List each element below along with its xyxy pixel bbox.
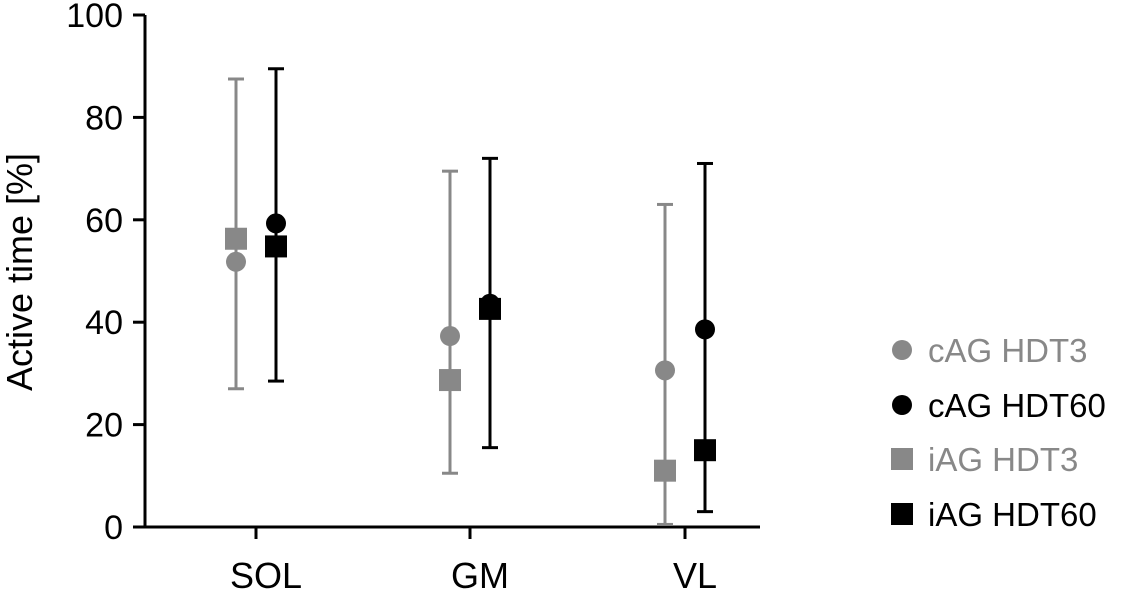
y-tick-label: 20 — [85, 407, 123, 445]
data-point-square — [479, 297, 501, 320]
data-point-square — [265, 235, 287, 258]
y-tick-label: 100 — [66, 0, 123, 35]
y-tick-label: 40 — [85, 304, 123, 342]
x-tick-label: VL — [673, 555, 717, 589]
legend-marker-square — [891, 503, 913, 525]
data-point-square — [654, 459, 676, 482]
legend-marker-square — [891, 448, 913, 470]
legend: cAG HDT3 cAG HDT60 iAG HDT3 iAG HDT60 — [891, 332, 1106, 533]
data-marks — [225, 213, 716, 482]
legend-label: cAG HDT60 — [928, 387, 1106, 424]
y-tick-label: 80 — [85, 99, 123, 137]
data-point-circle — [226, 251, 246, 272]
error-bar — [442, 169, 458, 475]
legend-item: iAG HDT60 — [891, 496, 1097, 533]
x-tick-label: SOL — [230, 555, 302, 589]
x-tick-label: GM — [451, 555, 509, 589]
axes: 0 20 40 60 80 100 SOL GM VL — [66, 0, 760, 589]
error-bars — [228, 67, 713, 526]
legend-marker-circle — [892, 340, 912, 360]
legend-label: iAG HDT60 — [928, 496, 1097, 533]
data-point-circle — [655, 360, 675, 381]
legend-marker-circle — [892, 395, 912, 415]
y-axis-label: Active time [%] — [0, 153, 40, 391]
y-tick-label: 0 — [104, 509, 123, 547]
legend-item: iAG HDT3 — [891, 441, 1078, 478]
data-point-circle — [440, 326, 460, 347]
y-tick-label: 60 — [85, 202, 123, 240]
legend-label: iAG HDT3 — [928, 441, 1078, 478]
data-point-circle — [266, 213, 286, 234]
data-point-square — [694, 439, 716, 462]
legend-item: cAG HDT3 — [892, 332, 1088, 369]
data-point-square — [439, 369, 461, 392]
data-point-square — [225, 227, 247, 250]
legend-label: cAG HDT3 — [928, 332, 1088, 369]
data-point-circle — [695, 319, 715, 340]
legend-item: cAG HDT60 — [892, 387, 1106, 424]
